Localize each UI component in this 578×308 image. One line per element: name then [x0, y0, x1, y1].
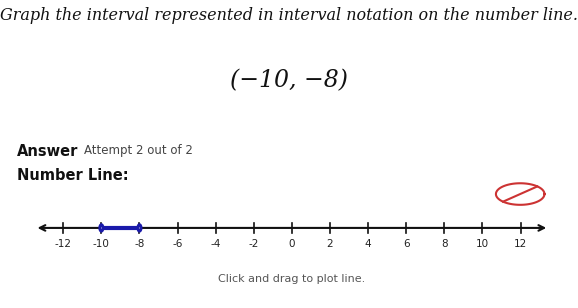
Text: 6: 6 — [403, 239, 410, 249]
Text: -8: -8 — [134, 239, 144, 249]
Text: Graph the interval represented in interval notation on the number line.: Graph the interval represented in interv… — [0, 7, 578, 24]
Text: 12: 12 — [514, 239, 527, 249]
Text: (−10, −8): (−10, −8) — [230, 69, 348, 92]
Text: -12: -12 — [55, 239, 72, 249]
Circle shape — [100, 225, 103, 231]
Text: 0: 0 — [288, 239, 295, 249]
Text: Number Line:: Number Line: — [17, 168, 129, 183]
Text: Attempt 2 out of 2: Attempt 2 out of 2 — [84, 144, 192, 157]
Text: -4: -4 — [210, 239, 221, 249]
Text: -10: -10 — [93, 239, 110, 249]
Text: 4: 4 — [365, 239, 372, 249]
Text: -6: -6 — [172, 239, 183, 249]
Text: Click and drag to plot line.: Click and drag to plot line. — [218, 274, 365, 284]
Text: -2: -2 — [249, 239, 259, 249]
Circle shape — [138, 225, 141, 231]
Text: 8: 8 — [441, 239, 447, 249]
Text: 10: 10 — [476, 239, 489, 249]
Text: Answer: Answer — [17, 144, 79, 159]
Text: 2: 2 — [327, 239, 334, 249]
